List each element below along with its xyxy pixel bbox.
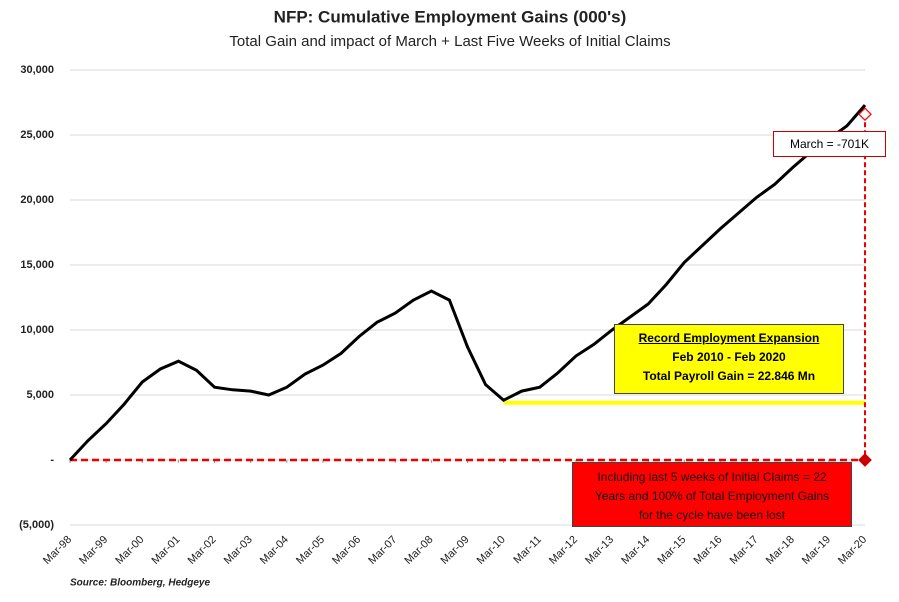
x-tick-label: Mar-00 (113, 534, 146, 567)
x-tick-label: Mar-05 (294, 534, 327, 567)
x-tick-label: Mar-01 (149, 534, 182, 567)
box-line: for the cycle have been lost (638, 508, 786, 522)
y-tick-label: 25,000 (20, 129, 54, 141)
box-line: Including last 5 weeks of Initial Claims… (597, 470, 827, 484)
source: Source: Bloomberg, Hedgeye (70, 578, 210, 589)
box-line: Record Employment Expansion (638, 331, 820, 345)
x-tick-label: Mar-09 (439, 534, 472, 567)
x-tick-label: Mar-14 (619, 534, 652, 567)
x-tick-label: Mar-04 (258, 534, 291, 567)
x-tick-label: Mar-18 (764, 534, 797, 567)
y-tick-label: 20,000 (20, 194, 54, 206)
y-tick-label: - (50, 454, 54, 466)
y-tick-label: (5,000) (19, 519, 54, 531)
x-tick-label: Mar-03 (222, 534, 255, 567)
x-tick-label: Mar-98 (41, 534, 74, 567)
marker (858, 453, 872, 467)
march-label: March = -701K (773, 131, 886, 157)
marker (858, 107, 872, 122)
x-tick-label: Mar-06 (330, 534, 363, 567)
chart-subtitle: Total Gain and impact of March + Last Fi… (229, 33, 670, 50)
x-tick-label: Mar-11 (511, 534, 544, 567)
x-tick-label: Mar-12 (547, 534, 580, 567)
y-tick-label: 10,000 (20, 324, 54, 336)
box-line: Years and 100% of Total Employment Gains (594, 489, 830, 503)
x-tick-label: Mar-17 (728, 534, 761, 567)
chart-title: NFP: Cumulative Employment Gains (000's) (274, 7, 627, 26)
x-tick-label: Mar-13 (583, 534, 616, 567)
x-tick-label: Mar-08 (402, 534, 435, 567)
y-tick-label: 15,000 (20, 259, 54, 271)
y-tick-label: 30,000 (20, 64, 54, 76)
box-line: Total Payroll Gain = 22.846 Mn (642, 369, 816, 383)
x-tick-label: Mar-99 (77, 534, 110, 567)
line (68, 104, 867, 462)
x-tick-label: Mar-19 (800, 534, 833, 567)
expansion-box: Record Employment Expansion Feb 2010 - F… (614, 324, 844, 394)
x-tick-label: Mar-15 (655, 534, 688, 567)
y-tick-label: 5,000 (26, 389, 54, 401)
x-tick-label: Mar-07 (366, 534, 399, 567)
x-tick-label: Mar-10 (475, 534, 508, 567)
x-tick-label: Mar-16 (692, 534, 725, 567)
x-tick-label: Mar-20 (836, 534, 869, 567)
x-tick-label: Mar-02 (186, 534, 219, 567)
box-line: Feb 2010 - Feb 2020 (672, 350, 786, 364)
claims-box: Including last 5 weeks of Initial Claims… (572, 462, 852, 527)
